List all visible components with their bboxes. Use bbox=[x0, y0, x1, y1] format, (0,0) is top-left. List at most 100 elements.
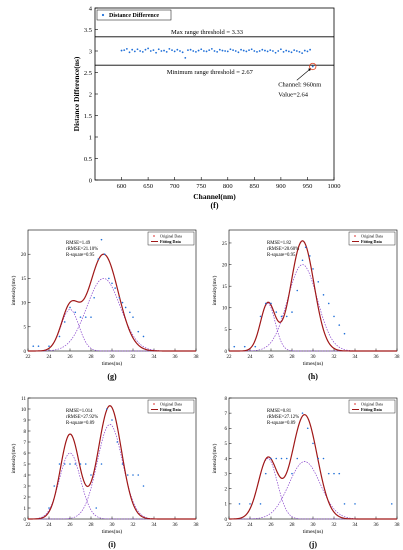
data-point bbox=[141, 50, 144, 53]
data-point bbox=[125, 47, 128, 50]
original-point bbox=[84, 316, 87, 318]
data-point bbox=[189, 48, 192, 51]
stats-line: rRMSE=21.10% bbox=[66, 247, 98, 252]
x-tick-label: 28 bbox=[89, 355, 95, 360]
y-tick-label: 5 bbox=[225, 442, 228, 447]
x-tick-label: 22 bbox=[26, 523, 32, 528]
data-point bbox=[232, 49, 234, 52]
y-tick-label: 8 bbox=[24, 430, 27, 435]
y-tick-label: 6 bbox=[225, 427, 228, 432]
data-point bbox=[287, 50, 290, 53]
x-tick-label: 32 bbox=[131, 523, 137, 528]
original-point bbox=[100, 238, 103, 241]
panel-label: (f) bbox=[211, 201, 219, 210]
original-point bbox=[53, 485, 56, 487]
data-point bbox=[163, 49, 165, 52]
original-point bbox=[280, 457, 283, 460]
original-point bbox=[309, 255, 311, 257]
y-tick-label: 0 bbox=[89, 177, 92, 184]
original-point bbox=[111, 419, 113, 421]
data-point bbox=[187, 49, 189, 52]
original-point bbox=[291, 311, 293, 313]
x-tick-label: 34 bbox=[353, 523, 359, 528]
y-tick-label: 4 bbox=[225, 457, 228, 462]
legend-box bbox=[348, 231, 396, 246]
y-tick-label: 10 bbox=[21, 301, 27, 306]
original-point bbox=[79, 316, 82, 318]
y-tick-label: 20 bbox=[222, 263, 228, 268]
x-tick-label: 38 bbox=[395, 523, 401, 528]
x-tick-label: 26 bbox=[68, 523, 74, 528]
y-tick-label: 0 bbox=[24, 518, 27, 523]
x-tick-label: 38 bbox=[194, 355, 200, 360]
data-point bbox=[218, 48, 221, 51]
plot-frame bbox=[27, 229, 197, 352]
data-point bbox=[168, 47, 171, 50]
original-point bbox=[285, 457, 288, 460]
legend-box bbox=[348, 399, 396, 414]
x-axis-label: times(ns) bbox=[303, 360, 324, 367]
data-point bbox=[120, 49, 123, 52]
original-point bbox=[322, 294, 325, 296]
y-tick-label: 8 bbox=[225, 397, 228, 402]
original-point bbox=[270, 457, 272, 460]
data-point bbox=[173, 50, 176, 53]
original-point bbox=[291, 472, 293, 475]
original-point bbox=[306, 427, 309, 430]
stats-line: R-square=0.89 bbox=[267, 421, 296, 426]
y-axis-label: intensity(mv) bbox=[10, 276, 17, 306]
original-point bbox=[233, 345, 236, 348]
original-point bbox=[343, 332, 346, 335]
original-point bbox=[259, 503, 262, 505]
legend-marker bbox=[101, 13, 105, 17]
data-point bbox=[149, 50, 152, 52]
original-point bbox=[129, 311, 131, 314]
y-tick-label: 9 bbox=[24, 419, 27, 424]
component-curve bbox=[28, 278, 196, 352]
original-point bbox=[74, 463, 77, 465]
x-axis-label: Channel(nm) bbox=[193, 192, 236, 201]
data-point bbox=[234, 50, 237, 52]
original-point bbox=[48, 345, 50, 347]
y-tick-label: 3 bbox=[24, 485, 27, 490]
legend-label-original: Original Data bbox=[361, 234, 383, 239]
stats-line: RMSE=1.82 bbox=[267, 241, 292, 246]
y-tick-label: 5 bbox=[24, 463, 27, 468]
original-point bbox=[275, 457, 278, 460]
x-tick-label: 800 bbox=[223, 183, 233, 190]
original-point bbox=[317, 281, 320, 283]
y-tick-label: 25 bbox=[222, 242, 228, 247]
original-point bbox=[93, 296, 95, 299]
data-point bbox=[144, 48, 147, 51]
legend-label-original: Original Data bbox=[361, 402, 383, 407]
data-point bbox=[277, 50, 280, 52]
annotation-channel: Channel: 960nm bbox=[278, 81, 321, 88]
original-point bbox=[69, 463, 71, 465]
data-point bbox=[157, 48, 160, 51]
original-point bbox=[90, 316, 92, 318]
data-point bbox=[229, 48, 232, 51]
data-point bbox=[197, 49, 200, 52]
fitting-curve bbox=[228, 413, 397, 520]
legend-marker-original bbox=[153, 235, 155, 237]
data-point bbox=[245, 50, 248, 53]
data-point bbox=[155, 51, 157, 54]
y-tick-label: 15 bbox=[222, 285, 228, 290]
x-tick-label: 36 bbox=[173, 523, 179, 528]
y-tick-label: 5 bbox=[225, 328, 228, 333]
stats-line: rRMSE=20.60% bbox=[267, 247, 299, 252]
y-tick-label: 0 bbox=[225, 350, 228, 355]
component-curve bbox=[228, 458, 397, 520]
x-tick-label: 26 bbox=[68, 355, 74, 360]
data-point bbox=[221, 49, 224, 52]
y-tick-label: 6 bbox=[24, 452, 27, 457]
x-tick-label: 36 bbox=[374, 355, 380, 360]
data-point bbox=[285, 49, 288, 52]
y-axis-label: intensity(mv) bbox=[211, 444, 218, 474]
data-point bbox=[213, 50, 216, 52]
data-point bbox=[311, 65, 314, 68]
original-point bbox=[63, 321, 66, 323]
original-point bbox=[118, 296, 121, 299]
data-point bbox=[237, 51, 240, 54]
data-point bbox=[179, 50, 181, 52]
